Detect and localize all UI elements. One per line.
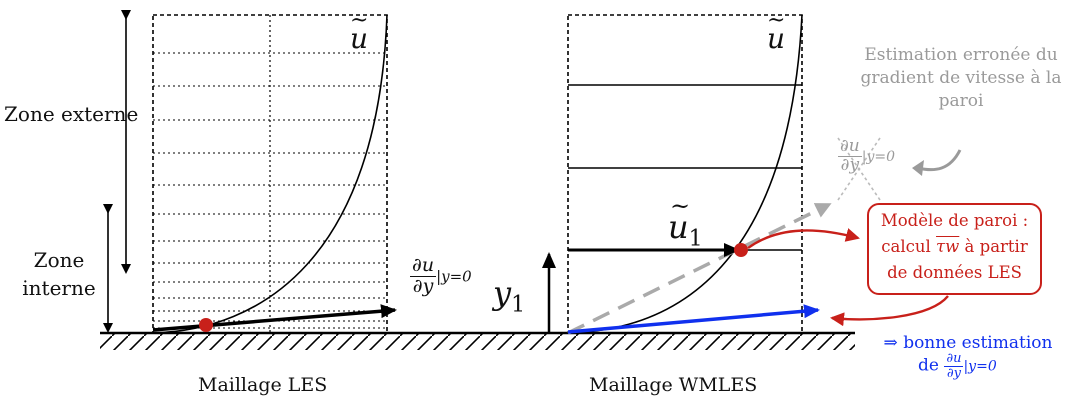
wrong-gradient-line <box>567 203 832 335</box>
wmles-mesh <box>567 14 803 334</box>
caption-les: Maillage LES <box>198 374 328 396</box>
les-gradient-arrow <box>152 304 397 332</box>
blue-note-line1: ⇒ bonne estimation <box>883 333 1053 353</box>
les-gradient-label: ∂u ∂y |y=0 <box>410 254 472 297</box>
wall-model-line1: Modèle de paroi : <box>880 211 1029 230</box>
u1-label: ~ u1 <box>668 192 703 252</box>
tau-w-symbol: τw <box>936 237 960 256</box>
wall <box>100 331 855 350</box>
caption-wmles: Maillage WMLES <box>589 374 758 396</box>
wmles-velocity-profile <box>567 14 803 334</box>
red-arrow-from-box <box>830 295 949 327</box>
zone-externe-label: Zone externe <box>4 102 139 126</box>
gray-note-arrow <box>917 149 962 172</box>
les-first-cell-point <box>199 318 213 332</box>
blue-note-line2: de ∂u ∂y |y=0 <box>918 351 997 381</box>
wrong-gradient-cross <box>837 137 881 201</box>
gray-note-text: Estimation erronée du gradient de vitess… <box>860 45 1062 111</box>
zone-interne-label: Zone interne <box>22 248 96 300</box>
les-mesh <box>152 14 388 334</box>
u-tilde-left-label: ~ u <box>350 8 369 55</box>
u-tilde-right-label: ~ u <box>767 8 786 55</box>
red-arrow-to-box <box>747 228 860 249</box>
wall-model-line3: de données LES <box>887 263 1022 282</box>
wall-model-line2: calcul τw à partir <box>881 237 1028 256</box>
wmles-first-cell-point <box>734 243 748 257</box>
gray-gradient-label: ∂u ∂y |y=0 <box>838 136 896 175</box>
wall-model-box: Modèle de paroi : calcul τw à partir de … <box>867 203 1042 295</box>
y1-label: y1 <box>493 274 526 318</box>
correct-gradient-arrow <box>567 304 820 334</box>
